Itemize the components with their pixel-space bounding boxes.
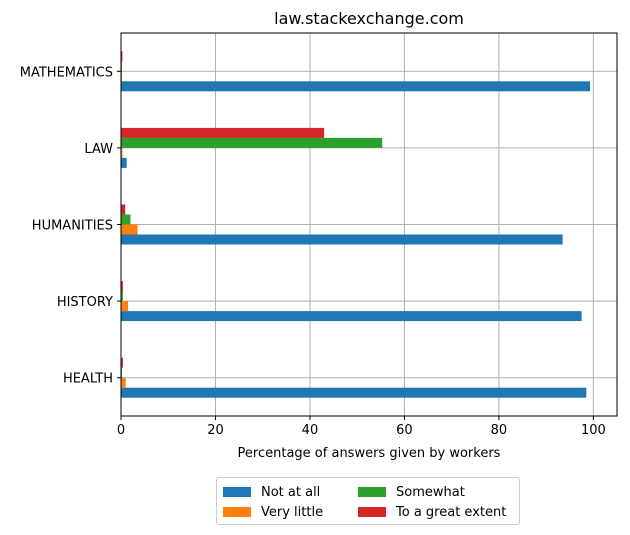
legend-label: Not at all: [261, 484, 321, 500]
y-axis-ticks: HEALTH HISTORY HUMANITIES LAW MATHEMATICS: [20, 65, 121, 387]
bar-somewhat-history: [121, 291, 123, 302]
y-tick-label: HUMANITIES: [32, 219, 113, 234]
grid-lines: [120, 33, 617, 416]
x-axis-label: Percentage of answers given by workers: [238, 446, 501, 461]
x-tick-label: 100: [581, 423, 606, 438]
legend-item-not-at-all: Not at all: [223, 483, 320, 501]
chart-legend: Not at all Very little Somewhat To a gre…: [216, 477, 520, 525]
bar-to-a-great-extent-mathematics: [121, 51, 123, 62]
x-tick-label: 40: [302, 423, 319, 438]
bar-to-a-great-extent-history: [121, 281, 123, 292]
y-tick-label: LAW: [84, 142, 113, 157]
legend-swatch: [223, 487, 251, 497]
bar-to-a-great-extent-law: [121, 127, 325, 138]
x-tick-label: 0: [117, 423, 125, 438]
legend-swatch: [223, 507, 251, 517]
bar-not-at-all-humanities: [121, 234, 563, 245]
bar-not-at-all-law: [121, 157, 127, 168]
legend-label: Somewhat: [396, 484, 465, 500]
bar-very-little-law: [121, 147, 123, 158]
x-axis-ticks: 0 20 40 60 80 100: [117, 416, 606, 438]
bar-not-at-all-history: [121, 311, 582, 322]
bar-somewhat-law: [121, 137, 383, 148]
legend-item-very-little: Very little: [223, 503, 323, 521]
y-tick-label: MATHEMATICS: [20, 65, 113, 80]
legend-item-to-a-great-extent: To a great extent: [358, 503, 506, 521]
bar-to-a-great-extent-health: [121, 357, 123, 368]
x-tick-label: 60: [396, 423, 413, 438]
bar-not-at-all-mathematics: [121, 81, 591, 92]
bar-somewhat-humanities: [121, 214, 131, 225]
y-tick-label: HEALTH: [63, 372, 113, 387]
bar-very-little-history: [121, 301, 129, 312]
y-tick-label: HISTORY: [57, 295, 113, 310]
bar-group: [121, 51, 591, 398]
legend-label: To a great extent: [396, 504, 507, 520]
x-tick-label: 20: [207, 423, 224, 438]
legend-swatch: [358, 487, 386, 497]
bar-to-a-great-extent-humanities: [121, 204, 126, 215]
bar-very-little-health: [121, 377, 126, 388]
chart-title: law.stackexchange.com: [274, 9, 464, 28]
legend-item-somewhat: Somewhat: [358, 483, 465, 501]
bar-not-at-all-health: [121, 387, 587, 398]
x-tick-label: 80: [491, 423, 508, 438]
legend-swatch: [358, 507, 386, 517]
bar-very-little-humanities: [121, 224, 138, 235]
legend-label: Very little: [261, 504, 324, 520]
